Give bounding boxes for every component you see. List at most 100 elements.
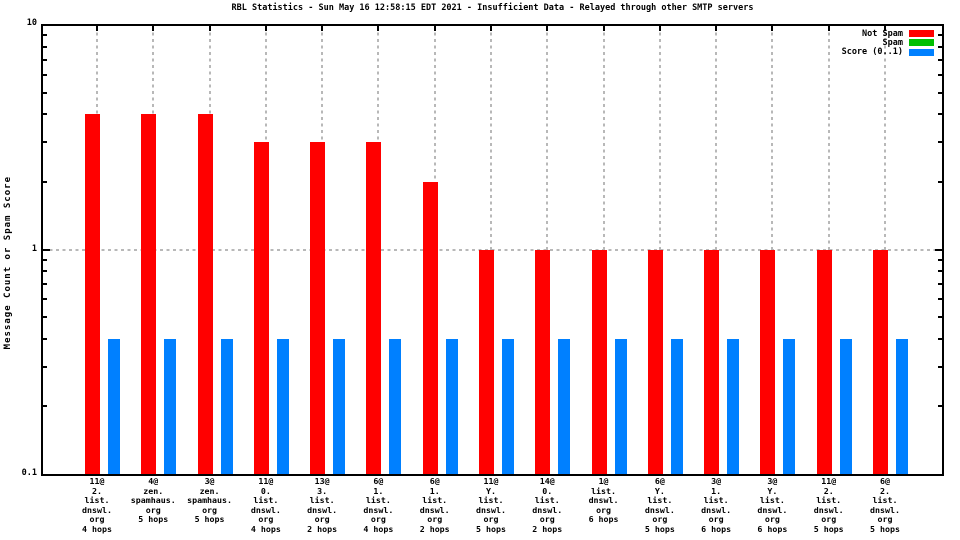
y-tick-mark [938,180,942,183]
bar-score [839,338,852,474]
x-tick-mark [208,26,211,31]
x-axis-label: 11@ 2. list. dnswl. org 4 hops [82,476,112,534]
bar-not-spam [591,249,607,474]
y-tick-mark [938,34,942,37]
x-axis-label: 11@ 2. list. dnswl. org 5 hops [813,476,844,534]
legend-label: Spam [882,37,903,48]
bar-score [108,338,120,474]
x-tick-mark [321,26,324,31]
bar-score [727,338,740,474]
y-tick-mark [938,316,942,319]
y-tick-mark [938,58,942,61]
x-tick-mark [827,26,830,31]
bar-score [501,338,514,474]
y-tick-mark [43,337,47,340]
legend-label: Not Spam [862,28,903,39]
y-tick-label: 1 [31,244,37,254]
y-tick-mark [43,58,47,61]
bar-score [670,338,683,474]
bar-score [276,338,289,474]
y-tick-mark [938,337,942,340]
y-tick-mark [43,113,47,116]
bar-not-spam [422,181,438,474]
bar-not-spam [816,249,832,474]
y-tick-mark [938,141,942,144]
bar-score [895,338,908,474]
x-axis-label: 3@ Y. list. dnswl. org 6 hops [757,476,788,534]
y-tick-mark [938,113,942,116]
y-tick-mark [43,180,47,183]
x-axis-label: 11@ Y. list. dnswl. org 5 hops [475,476,506,534]
bar-not-spam [704,249,720,474]
bar-score [389,338,402,474]
y-tick-mark [43,45,47,48]
x-axis-label: 11@ 0. list. dnswl. org 4 hops [250,476,281,534]
legend-swatch [909,30,934,38]
x-tick-mark [883,26,886,31]
x-tick-mark [377,26,380,31]
y-tick-label: 10 [26,18,37,28]
bar-score [558,338,571,474]
bar-not-spam [141,114,157,474]
y-tick-mark [43,405,47,408]
legend-swatch [909,48,934,56]
chart-title: RBL Statistics - Sun May 16 12:58:15 EDT… [231,3,754,13]
x-axis-label: 3@ zen. spamhaus. org 5 hops [187,476,233,525]
y-tick-mark [935,248,942,251]
y-tick-mark [938,73,942,76]
x-tick-mark [96,26,98,31]
bar-score [164,338,177,474]
x-tick-mark [152,26,155,31]
legend-row: Score (0..1) [841,47,934,58]
y-tick-mark [938,283,942,286]
y-tick-mark [938,270,942,273]
bar-not-spam [535,249,551,474]
y-tick-mark [43,270,47,273]
y-tick-mark [43,34,47,37]
bar-score [614,338,627,474]
y-tick-mark [938,258,942,261]
bar-score [333,338,346,474]
bar-score [220,338,233,474]
x-axis-label: 6@ 1. list. dnswl. org 2 hops [419,476,450,534]
x-axis-label: 13@ 3. list. dnswl. org 2 hops [307,476,338,534]
y-tick-label: 0.1 [21,468,37,478]
x-tick-mark [715,26,718,31]
bar-not-spam [253,142,269,474]
y-tick-mark [43,248,50,251]
legend-label: Score (0..1) [841,47,903,58]
y-tick-mark [43,141,47,144]
legend-row: Not Spam [842,28,934,39]
x-tick-mark [264,26,267,31]
y-tick-mark [938,91,942,94]
bar-not-spam [478,249,494,474]
x-tick-mark [602,26,605,31]
x-tick-mark [771,26,774,31]
legend-row: Spam [842,37,934,48]
x-tick-mark [489,26,492,31]
x-tick-mark [546,26,549,31]
y-tick-mark [43,298,47,301]
x-axis-label: 3@ 1. list. dnswl. org 6 hops [701,476,732,534]
y-tick-mark [43,73,47,76]
legend: Not Spam Spam Score (0..1) [842,29,934,57]
bar-not-spam [872,249,888,474]
bar-not-spam [85,114,100,474]
y-axis-label: Message Count or Spam Score [3,176,13,350]
y-tick-mark [43,258,47,261]
y-tick-mark [938,405,942,408]
x-axis-label: 6@ 1. list. dnswl. org 4 hops [363,476,394,534]
y-tick-mark [938,298,942,301]
y-tick-mark [43,316,47,319]
plot-area: Not Spam Spam Score (0..1) [41,24,944,476]
bar-not-spam [647,249,663,474]
y-tick-mark [938,45,942,48]
bar-score [783,338,796,474]
x-axis-label: 6@ Y. list. dnswl. org 5 hops [644,476,675,534]
y-tick-mark [43,283,47,286]
x-axis-label: 1@ list. dnswl. org 6 hops [588,476,619,525]
legend-swatch [909,39,934,47]
bar-not-spam [760,249,776,474]
x-axis-label: 4@ zen. spamhaus. org 5 hops [130,476,176,525]
